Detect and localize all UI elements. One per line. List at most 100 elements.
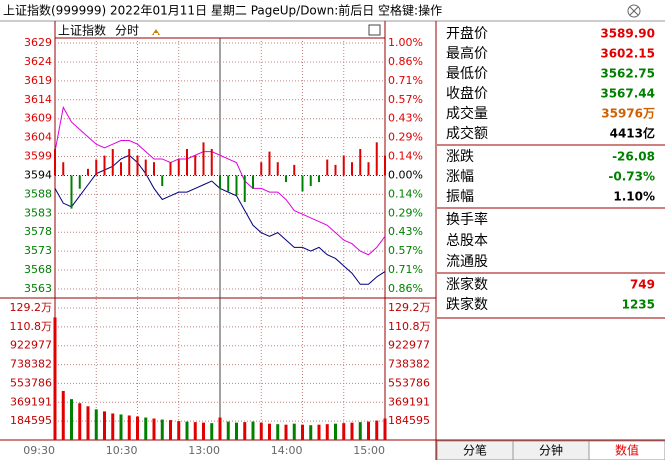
chart-subtitle: 分时 — [115, 24, 139, 38]
volume-bar — [309, 425, 313, 440]
y2-tick-label: 0.71% — [388, 74, 423, 87]
vol-tick-label: 110.8万 — [10, 320, 53, 333]
breadth-bar — [285, 175, 287, 183]
volume-bar — [292, 423, 296, 440]
quote-value: 3562.75 — [600, 67, 655, 81]
quote-value: 35976万 — [601, 107, 655, 121]
vol-tick-label: 129.2万 — [10, 301, 53, 314]
breadth-bar — [70, 175, 73, 209]
close-button[interactable] — [627, 4, 641, 18]
volume-bar — [144, 417, 148, 440]
breadth-bar — [177, 159, 180, 176]
volume-bar — [193, 422, 197, 440]
volume-bar — [383, 418, 387, 440]
vol-tick-label-right: 369191 — [388, 395, 430, 408]
breadth-bar — [318, 175, 320, 183]
volume-bar — [350, 422, 354, 440]
breadth-bar — [210, 148, 213, 176]
quote-label: 振幅 — [446, 189, 474, 205]
y-tick-label: 3568 — [24, 263, 52, 276]
volume-bar — [70, 399, 73, 440]
breadth-bar — [111, 148, 114, 176]
quote-label: 收盘价 — [446, 85, 488, 102]
y2-tick-label: 0.86% — [388, 55, 423, 68]
breadth-bar — [186, 148, 188, 176]
vol-tick-label-right: 184595 — [388, 414, 430, 427]
window-title: 上证指数(999999) 2022年01月11日 星期二 PageUp/Down… — [3, 3, 442, 18]
quote-label: 成交量 — [446, 105, 488, 122]
volume-bar — [251, 421, 255, 440]
title-bar — [0, 0, 665, 21]
breadth-bar — [120, 162, 122, 176]
y2-tick-label: 0.43% — [388, 112, 423, 125]
volume-bar — [301, 424, 304, 440]
volume-bar — [94, 409, 98, 440]
vol-tick-label: 922977 — [10, 339, 52, 352]
breadth-bar — [128, 148, 131, 176]
quote-value: 3589.90 — [600, 27, 655, 41]
volume-bar — [111, 413, 115, 440]
y2-tick-label: 0.71% — [388, 263, 423, 276]
y2-tick-label: 0.57% — [388, 244, 423, 257]
quote-label: 跌家数 — [446, 296, 488, 313]
vol-tick-label-right: 553786 — [388, 376, 430, 389]
y2-tick-label: 0.29% — [388, 131, 423, 144]
volume-bar — [276, 424, 280, 440]
breadth-bar — [367, 162, 370, 176]
quote-label: 流通股 — [446, 254, 488, 270]
breadth-bar — [87, 168, 89, 176]
breadth-bar — [78, 175, 81, 189]
quote-value: 749 — [630, 278, 655, 292]
tab-label[interactable]: 分钟 — [539, 443, 563, 458]
vol-tick-label-right: 922977 — [388, 339, 430, 352]
quote-label: 最高价 — [446, 45, 488, 62]
y2-tick-label: 0.00% — [388, 168, 423, 181]
y-tick-label: 3594 — [24, 168, 52, 181]
breadth-bar — [252, 175, 254, 189]
arrow-icon[interactable] — [152, 29, 160, 35]
y-tick-label: 3588 — [24, 187, 52, 200]
breadth-bar — [276, 162, 279, 176]
x-tick-label: 13:00 — [188, 444, 220, 457]
vol-tick-label-right: 738382 — [388, 358, 430, 371]
volume-bar — [259, 422, 263, 440]
breadth-bar — [235, 175, 238, 196]
vol-tick-label: 369191 — [10, 395, 52, 408]
breadth-bar — [293, 164, 296, 176]
tab[interactable] — [588, 440, 665, 460]
breadth-bar — [384, 155, 386, 176]
y-tick-label: 3583 — [24, 206, 52, 219]
volume-bar — [202, 422, 205, 440]
breadth-bar — [268, 151, 271, 176]
y-tick-label: 3573 — [24, 244, 52, 257]
breadth-bar — [219, 175, 221, 189]
quote-label: 成交额 — [446, 125, 488, 142]
quote-label: 涨跌 — [446, 149, 474, 165]
quote-value: 4413亿 — [610, 126, 655, 141]
volume-bar — [119, 414, 123, 440]
breadth-bar — [359, 148, 362, 176]
breadth-bar — [169, 162, 172, 176]
quote-label: 总股本 — [446, 233, 488, 249]
y-tick-label: 3614 — [24, 93, 52, 106]
tab-label[interactable]: 分笔 — [463, 443, 487, 458]
quote-label: 开盘价 — [446, 25, 488, 42]
breadth-bar — [227, 175, 230, 192]
breadth-bar — [301, 175, 304, 192]
breadth-bar — [260, 162, 263, 176]
y2-tick-label: 0.43% — [388, 225, 423, 238]
y2-tick-label: 0.14% — [388, 150, 423, 163]
volume-bar — [375, 420, 379, 440]
volume-bar — [169, 420, 172, 440]
volume-bar — [358, 422, 362, 440]
vol-tick-label: 553786 — [10, 376, 52, 389]
price-line — [54, 105, 386, 256]
tab-label[interactable]: 数值 — [615, 443, 639, 458]
y2-tick-label: 0.57% — [388, 93, 423, 106]
volume-bar — [243, 422, 247, 440]
quote-label: 涨家数 — [446, 276, 488, 293]
y2-tick-label: 0.29% — [388, 206, 423, 219]
volume-bar — [317, 424, 321, 440]
toggle-icon[interactable] — [368, 24, 381, 36]
quote-label: 最低价 — [446, 66, 488, 82]
